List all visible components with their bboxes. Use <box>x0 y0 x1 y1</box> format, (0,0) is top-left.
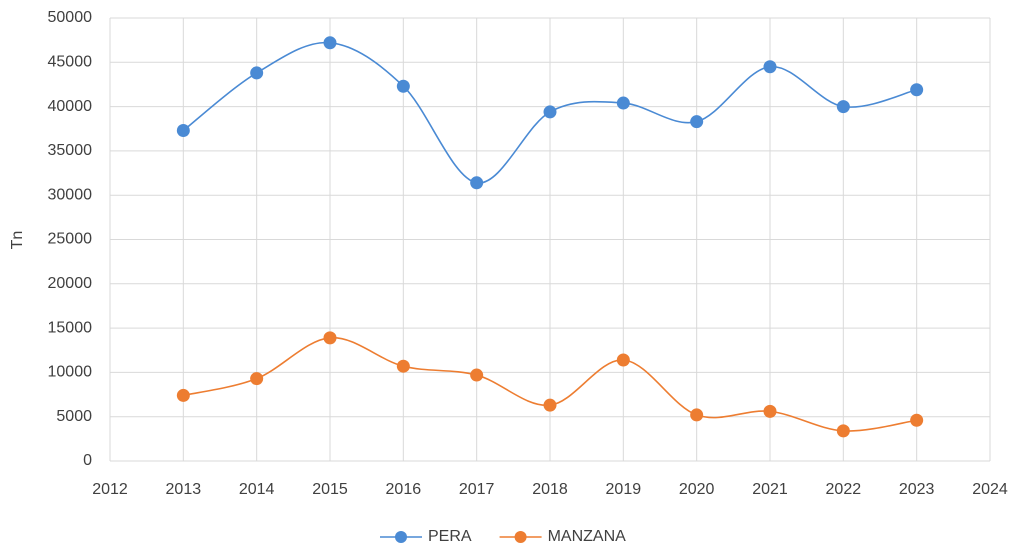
x-tick-label: 2024 <box>972 481 1008 498</box>
x-tick-label: 2018 <box>532 481 568 498</box>
x-tick-label: 2015 <box>312 481 348 498</box>
x-tick-label: 2022 <box>826 481 862 498</box>
y-tick-label: 5000 <box>56 408 92 425</box>
y-tick-label: 10000 <box>48 364 93 381</box>
legend-swatch-marker <box>395 531 407 543</box>
x-tick-label: 2014 <box>239 481 275 498</box>
x-tick-label: 2020 <box>679 481 715 498</box>
x-tick-label: 2021 <box>752 481 788 498</box>
y-tick-label: 40000 <box>48 98 93 115</box>
point-marker <box>543 105 557 119</box>
y-tick-label: 25000 <box>48 231 93 248</box>
series-line <box>182 41 917 184</box>
legend-label: MANZANA <box>548 528 627 545</box>
y-tick-label: 20000 <box>48 275 93 292</box>
x-tick-label: 2012 <box>92 481 128 498</box>
legend-label: PERA <box>428 528 472 545</box>
y-tick-label: 45000 <box>48 54 93 71</box>
point-marker <box>763 404 777 418</box>
point-marker <box>836 100 850 114</box>
point-marker <box>616 96 630 110</box>
x-tick-label: 2017 <box>459 481 495 498</box>
point-marker <box>176 388 190 402</box>
x-tick-label: 2013 <box>166 481 202 498</box>
point-marker <box>396 79 410 93</box>
point-marker <box>836 424 850 438</box>
legend-swatch-marker <box>514 531 527 543</box>
point-marker <box>543 398 557 412</box>
y-tick-label: 35000 <box>48 142 93 159</box>
y-tick-label: 50000 <box>48 9 93 26</box>
x-tick-label: 2019 <box>606 481 642 498</box>
point-marker <box>763 60 777 74</box>
y-tick-label: 15000 <box>48 319 93 336</box>
y-tick-label: 0 <box>83 452 92 469</box>
point-marker <box>176 124 190 138</box>
point-marker <box>323 36 337 50</box>
point-marker <box>250 66 264 80</box>
point-marker <box>470 368 484 382</box>
point-marker <box>616 353 630 367</box>
point-marker <box>910 413 924 427</box>
x-tick-label: 2023 <box>899 481 935 498</box>
point-marker <box>690 115 704 129</box>
point-marker <box>396 359 410 373</box>
point-marker <box>250 372 264 386</box>
point-marker <box>470 176 484 190</box>
point-marker <box>690 408 704 422</box>
point-marker <box>323 331 337 345</box>
y-tick-label: 30000 <box>48 186 93 203</box>
x-tick-label: 2016 <box>386 481 422 498</box>
y-axis-label: Tn <box>9 231 26 250</box>
point-marker <box>910 83 924 97</box>
